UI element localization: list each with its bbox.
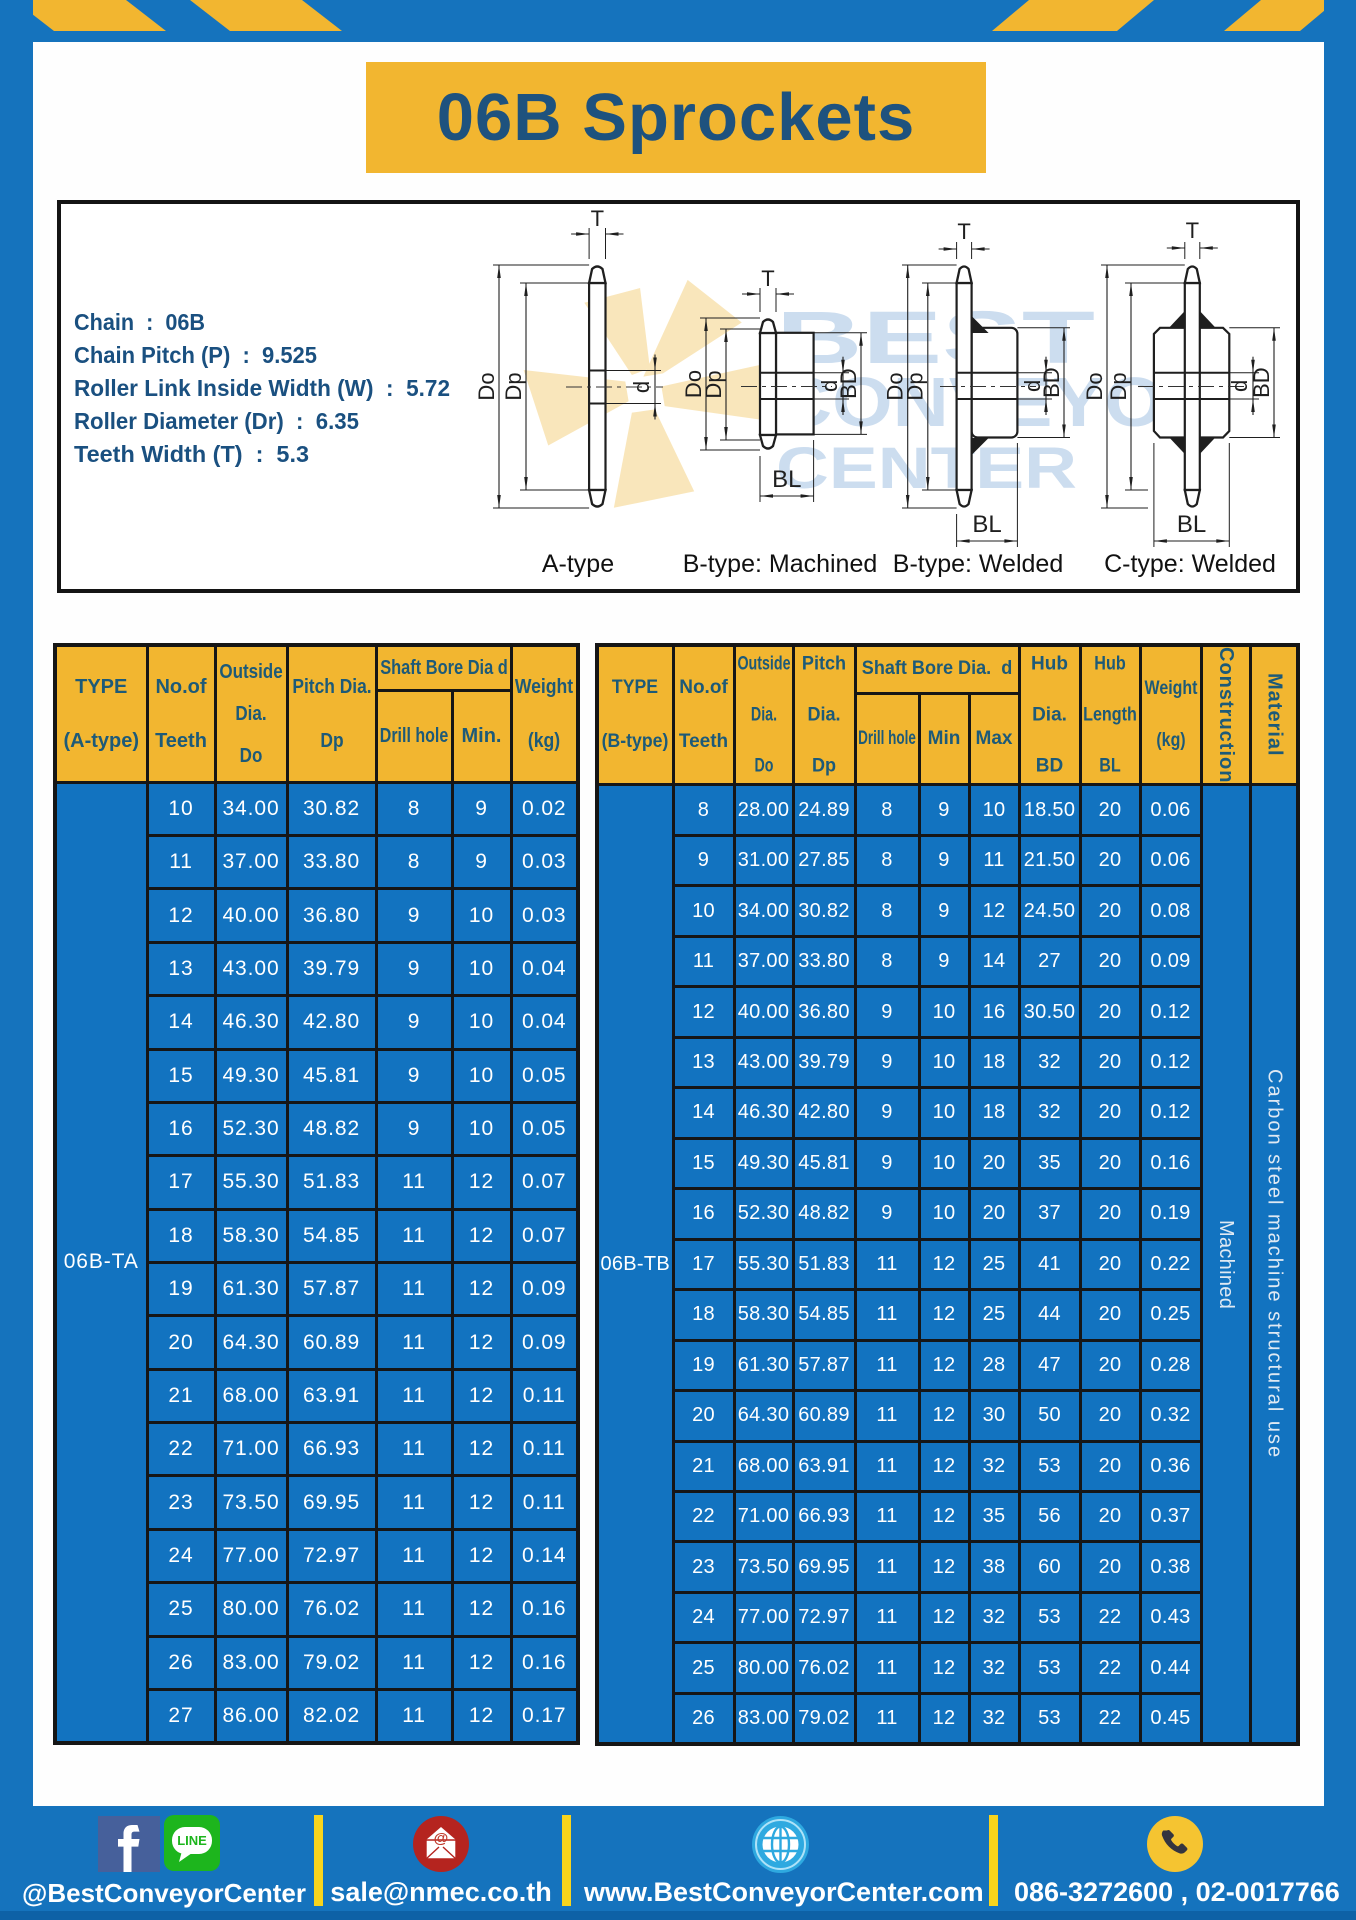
svg-text:Teeth Width (T) : 5.3: Teeth Width (T) : 5.3 [74,441,309,467]
svg-text:Do: Do [681,370,706,398]
svg-text:Dp: Dp [902,372,927,400]
svg-text:BD: BD [1249,367,1274,398]
svg-text:BD: BD [836,368,861,399]
svg-text:Dp: Dp [1106,372,1131,400]
svg-text:Do: Do [1082,372,1107,400]
svg-text:@: @ [434,1830,449,1847]
svg-text:Dp: Dp [701,370,726,398]
svg-text:B-type: Machined: B-type: Machined [683,550,878,578]
svg-text:C-type: Welded: C-type: Welded [1104,550,1276,578]
svg-text:Do: Do [882,372,907,400]
svg-text:Roller Link Inside Width (W): Roller Link Inside Width (W) : 5.72 [74,375,450,401]
svg-text:Roller Diameter (Dr) : 6.35: Roller Diameter (Dr) : 6.35 [74,408,359,434]
svg-text:d: d [1227,380,1252,392]
svg-text:T: T [1186,218,1199,243]
svg-text:B-type: Welded: B-type: Welded [893,550,1063,578]
svg-text:BD: BD [1039,367,1064,398]
svg-text:Chain : 06B: Chain : 06B [74,309,205,335]
svg-text:d: d [1020,380,1045,392]
svg-text:A-type: A-type [542,550,614,578]
svg-text:Chain Pitch (P) : 9.525: Chain Pitch (P) : 9.525 [74,342,317,368]
svg-text:BEST: BEST [776,296,1095,379]
svg-text:T: T [957,219,970,244]
svg-text:d: d [629,381,654,393]
svg-text:T: T [591,206,604,231]
svg-text:d: d [817,380,842,392]
svg-text:BL: BL [972,511,1001,538]
svg-text:BL: BL [772,466,801,493]
svg-text:CENTER: CENTER [776,436,1077,501]
svg-text:Do: Do [474,372,499,400]
svg-text:LINE: LINE [177,1833,207,1848]
svg-text:T: T [761,266,774,291]
svg-text:Dp: Dp [501,372,526,400]
svg-text:BL: BL [1177,511,1206,538]
